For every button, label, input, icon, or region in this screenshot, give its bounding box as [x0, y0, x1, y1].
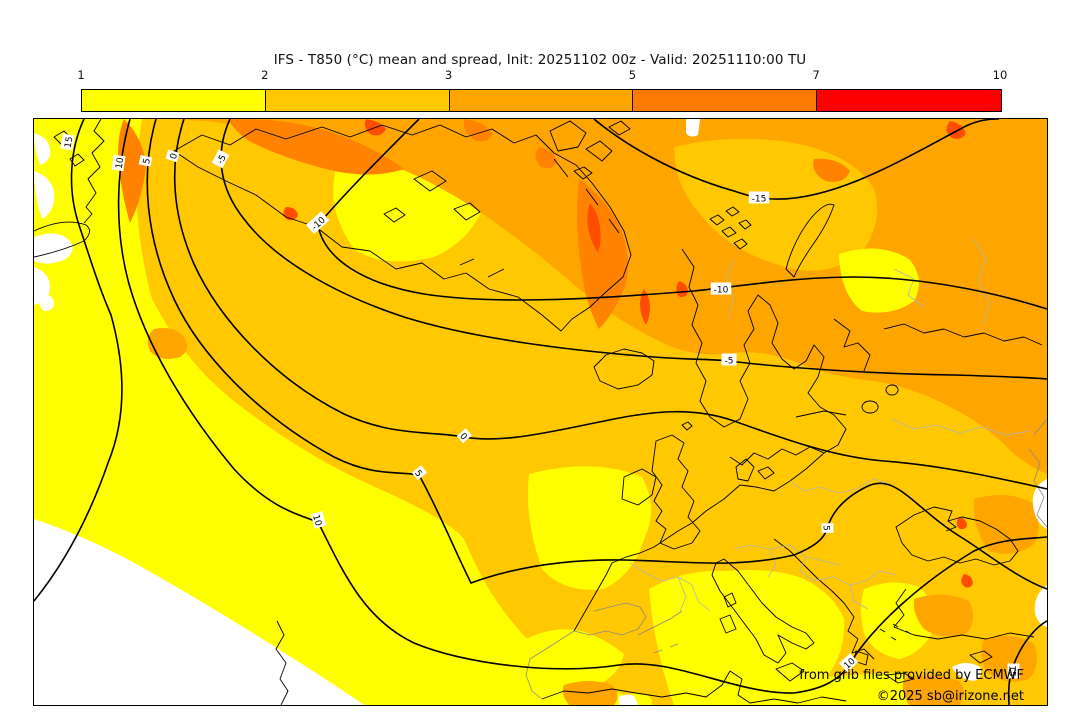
colorbar-segment-7-10: [817, 90, 1001, 111]
contour-label-0: 0: [456, 428, 473, 444]
page-title: IFS - T850 (°C) mean and spread, Init: 2…: [273, 52, 807, 68]
contour-label--15: -15: [748, 191, 770, 205]
svg-text:15: 15: [1007, 665, 1017, 676]
colorbar-tick-1: 1: [77, 68, 85, 82]
svg-text:-5: -5: [725, 357, 734, 367]
contour-label-5: 5: [138, 155, 153, 167]
svg-text:-5: -5: [216, 153, 229, 166]
svg-text:5: 5: [412, 469, 423, 480]
spread-lt1-regions: [34, 119, 1047, 705]
isotherm-contours: [34, 119, 1047, 705]
svg-text:10: 10: [310, 514, 323, 528]
contour-label-5: 5: [411, 465, 428, 481]
colorbar-tick-5: 5: [628, 68, 637, 82]
contour-label--5: -5: [721, 353, 737, 367]
contour-label--10: -10: [710, 282, 732, 296]
colorbar-segment-5-7: [633, 90, 818, 111]
colorbar-segment-3-5: [449, 90, 634, 111]
coastlines-light: [525, 418, 1047, 700]
contour-label-0: 0: [165, 149, 180, 163]
svg-text:-15: -15: [752, 195, 767, 205]
country-borders: [629, 238, 1031, 612]
colorbar-tick-3: 3: [444, 68, 453, 82]
svg-text:10: 10: [115, 157, 127, 170]
svg-text:0: 0: [169, 152, 180, 161]
svg-text:-10: -10: [714, 286, 729, 296]
svg-text:5: 5: [142, 157, 153, 165]
colorbar-tick-2: 2: [261, 68, 269, 82]
svg-text:5: 5: [821, 525, 831, 531]
colorbar-tick-7: 7: [812, 68, 820, 82]
contour-label--5: -5: [211, 149, 230, 169]
colorbar-tick-10: 10: [992, 68, 1008, 82]
contour-label-10: 10: [111, 154, 127, 172]
svg-text:15: 15: [64, 136, 76, 149]
attribution-copyright: ©2025 sb@irizone.net: [876, 689, 1024, 704]
contour-label-15: 15: [60, 133, 76, 151]
contour-label-10: 10: [310, 510, 327, 529]
map-canvas: 15 10 5 0 -5 -10 -15 -10 -5 0 5 10 5 10 15 from grib f…: [33, 118, 1048, 706]
colorbar-segment-1-2: [82, 90, 266, 111]
attribution-source: from grib files provided by ECMWF: [799, 668, 1024, 683]
svg-text:0: 0: [457, 432, 468, 443]
colorbar-segment-2-3: [265, 90, 450, 111]
coastlines: [34, 119, 1043, 705]
contour-label-15: 15: [1007, 663, 1020, 679]
contour-label-5: 5: [821, 523, 834, 533]
spread-colorbar: [81, 89, 1002, 112]
